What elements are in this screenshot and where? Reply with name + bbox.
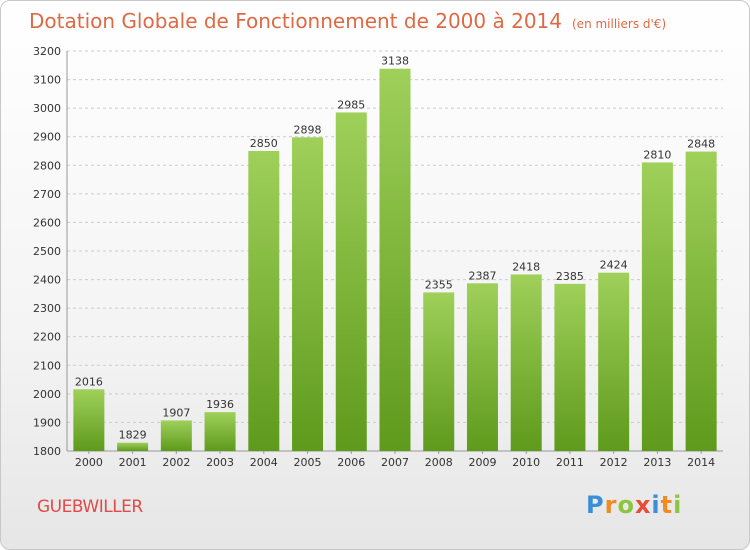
- bar: [73, 389, 105, 451]
- data-label: 2424: [600, 259, 628, 272]
- y-tick-label: 3000: [33, 102, 61, 115]
- bar: [292, 137, 324, 452]
- bar: [379, 68, 411, 451]
- y-tick-label: 1800: [33, 445, 61, 458]
- bar: [466, 283, 498, 451]
- bar: [423, 292, 455, 451]
- proxiti-logo[interactable]: Proxiti: [586, 491, 682, 519]
- bar: [685, 151, 717, 452]
- chart-title: Dotation Globale de Fonctionnement de 20…: [29, 9, 562, 33]
- y-tick-label: 3200: [33, 45, 61, 58]
- data-labels: 2016 1829 1907 1936 2850 2898 2985 3138 2355 2387…: [75, 55, 715, 442]
- y-tick-label: 2900: [33, 131, 61, 144]
- y-tick-label: 2800: [33, 159, 61, 172]
- y-tick-label: 1900: [33, 416, 61, 429]
- data-label: 2848: [687, 138, 715, 151]
- x-tick-label: 2008: [425, 456, 453, 469]
- bar: [641, 162, 673, 451]
- bar: [117, 442, 149, 451]
- x-tick-label: 2013: [643, 456, 671, 469]
- y-tick-label: 2000: [33, 388, 61, 401]
- y-tick-label: 2100: [33, 359, 61, 372]
- bar: [598, 272, 630, 451]
- bar: [510, 274, 542, 451]
- data-label: 2016: [75, 375, 103, 388]
- bar: [248, 151, 280, 451]
- logo-letter: r: [604, 491, 618, 519]
- bar: [554, 283, 586, 451]
- bar: [335, 112, 367, 451]
- data-label: 2985: [337, 98, 365, 111]
- logo-letter: t: [660, 491, 674, 519]
- data-label: 1936: [206, 398, 234, 411]
- data-label: 2355: [425, 278, 453, 291]
- data-label: 2387: [468, 269, 496, 282]
- x-tick-label: 2004: [250, 456, 278, 469]
- x-tick-label: 2009: [468, 456, 496, 469]
- data-label: 2418: [512, 260, 540, 273]
- logo-letter: o: [617, 491, 635, 519]
- x-tick-label: 2000: [75, 456, 103, 469]
- x-tick-label: 2001: [119, 456, 147, 469]
- chart-unit-note: (en milliers d'€): [572, 17, 667, 31]
- x-tick-label: 2002: [162, 456, 190, 469]
- y-tick-label: 2300: [33, 302, 61, 315]
- x-tick-label: 2012: [600, 456, 628, 469]
- bar: [160, 420, 192, 451]
- commune-name: GUEBWILLER: [37, 497, 143, 517]
- logo-letter: x: [634, 491, 652, 519]
- x-tick-label: 2011: [556, 456, 584, 469]
- y-tick-label: 3100: [33, 74, 61, 87]
- x-tick-label: 2010: [512, 456, 540, 469]
- data-label: 2898: [294, 123, 322, 136]
- x-tick-label: 2006: [337, 456, 365, 469]
- logo-letter: i: [651, 491, 661, 519]
- bars: [73, 68, 717, 452]
- data-label: 1907: [162, 406, 190, 419]
- data-label: 2810: [643, 148, 671, 161]
- bar: [204, 412, 236, 451]
- x-tick-label: 2005: [294, 456, 322, 469]
- data-label: 2850: [250, 137, 278, 150]
- logo-letter: P: [586, 491, 605, 519]
- y-tick-label: 2600: [33, 216, 61, 229]
- y-tick-label: 2500: [33, 245, 61, 258]
- y-tick-label: 2700: [33, 188, 61, 201]
- data-label: 2385: [556, 270, 584, 283]
- x-tick-label: 2007: [381, 456, 409, 469]
- data-label: 3138: [381, 55, 409, 68]
- logo-letter: i: [673, 491, 683, 519]
- data-label: 1829: [119, 429, 147, 442]
- x-tick-label: 2014: [687, 456, 715, 469]
- y-tick-label: 2200: [33, 331, 61, 344]
- chart-title-block: Dotation Globale de Fonctionnement de 20…: [29, 9, 666, 33]
- y-tick-label: 2400: [33, 274, 61, 287]
- x-tick-label: 2003: [206, 456, 234, 469]
